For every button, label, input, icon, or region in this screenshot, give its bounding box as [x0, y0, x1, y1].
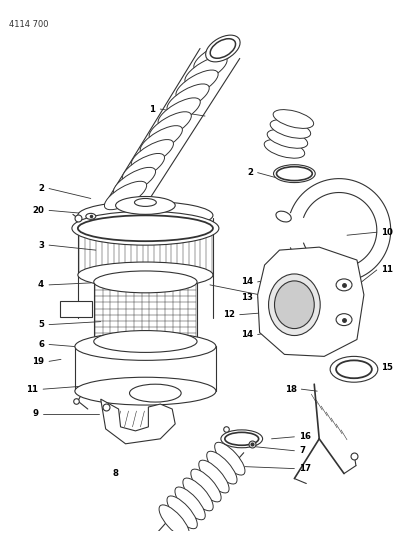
Text: 10: 10	[381, 228, 392, 237]
Text: 2: 2	[38, 184, 44, 193]
Ellipse shape	[78, 215, 213, 241]
Ellipse shape	[275, 281, 314, 328]
Text: 11: 11	[26, 385, 38, 394]
Text: 2: 2	[248, 168, 254, 177]
Ellipse shape	[199, 460, 229, 493]
Ellipse shape	[270, 119, 310, 139]
Ellipse shape	[267, 130, 308, 148]
Ellipse shape	[264, 140, 305, 158]
Ellipse shape	[75, 377, 216, 405]
Ellipse shape	[75, 333, 216, 360]
Ellipse shape	[185, 56, 227, 85]
Ellipse shape	[273, 110, 314, 128]
Ellipse shape	[78, 262, 213, 288]
Ellipse shape	[194, 42, 236, 71]
Ellipse shape	[207, 451, 237, 484]
Text: 13: 13	[241, 293, 253, 302]
Ellipse shape	[183, 478, 213, 511]
Text: 4114 700: 4114 700	[9, 20, 49, 29]
Polygon shape	[257, 247, 364, 357]
Ellipse shape	[191, 469, 221, 502]
Ellipse shape	[175, 487, 205, 520]
Ellipse shape	[131, 140, 173, 168]
Ellipse shape	[158, 98, 200, 126]
Ellipse shape	[210, 39, 235, 58]
Ellipse shape	[225, 432, 259, 445]
Polygon shape	[101, 399, 175, 444]
Ellipse shape	[78, 201, 213, 229]
Ellipse shape	[273, 165, 315, 183]
Ellipse shape	[104, 181, 146, 209]
Ellipse shape	[159, 505, 189, 533]
Ellipse shape	[215, 442, 245, 475]
Ellipse shape	[72, 212, 219, 245]
Text: 9: 9	[32, 409, 38, 418]
Ellipse shape	[115, 197, 175, 214]
Ellipse shape	[94, 330, 197, 352]
Text: 12: 12	[223, 310, 235, 319]
Ellipse shape	[167, 496, 197, 529]
Ellipse shape	[129, 384, 181, 402]
Ellipse shape	[122, 154, 164, 182]
Text: 18: 18	[285, 385, 297, 394]
Ellipse shape	[277, 167, 312, 181]
Ellipse shape	[330, 357, 378, 382]
Text: 20: 20	[32, 206, 44, 215]
Text: 3: 3	[38, 240, 44, 249]
Text: 7: 7	[299, 446, 306, 455]
Text: 19: 19	[32, 357, 44, 366]
Ellipse shape	[135, 198, 156, 206]
Ellipse shape	[94, 271, 197, 293]
Ellipse shape	[268, 274, 320, 336]
Ellipse shape	[86, 213, 96, 219]
Ellipse shape	[336, 279, 352, 291]
Ellipse shape	[140, 126, 182, 154]
Text: 17: 17	[299, 464, 311, 473]
Text: 6: 6	[38, 340, 44, 349]
Ellipse shape	[167, 84, 209, 112]
Text: 8: 8	[113, 469, 119, 478]
Ellipse shape	[336, 360, 372, 378]
Ellipse shape	[276, 211, 291, 222]
Ellipse shape	[176, 70, 218, 99]
Text: 16: 16	[299, 432, 311, 441]
Ellipse shape	[336, 314, 352, 326]
FancyBboxPatch shape	[60, 301, 92, 317]
Text: 15: 15	[381, 363, 392, 372]
Text: 11: 11	[381, 265, 393, 274]
Ellipse shape	[113, 167, 155, 196]
Text: 14: 14	[241, 277, 253, 286]
Ellipse shape	[206, 35, 240, 62]
Text: 5: 5	[38, 320, 44, 329]
Text: 1: 1	[149, 104, 155, 114]
Ellipse shape	[149, 112, 191, 140]
Text: 4: 4	[38, 280, 44, 289]
Ellipse shape	[221, 430, 263, 448]
Text: 14: 14	[241, 330, 253, 339]
